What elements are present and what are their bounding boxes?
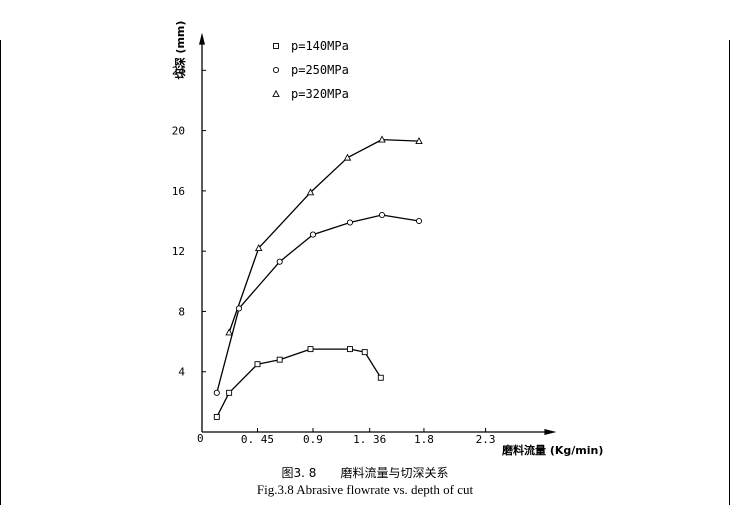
origin-label: 0 [197,432,204,445]
data-point-square [276,356,283,363]
ticks: 0. 45 0.9 1. 36 1.8 2.3 4 8 12 16 20 24 [172,64,496,446]
data-point-square [347,346,353,353]
data-point-circle [213,389,220,396]
caption-english: Fig.3.8 Abrasive flowrate vs. depth of c… [256,482,474,497]
series-line-square [216,348,382,418]
data-point-triangle [225,328,233,336]
y-tick-label: 20 [172,125,185,138]
data-point-circle [346,219,354,226]
data-point-square [254,361,261,368]
data-point-circle [309,231,317,238]
x-tick-label: 1.8 [414,433,434,446]
data-point-circle [378,211,386,219]
legend-marker-circle [272,66,280,74]
x-tick-label: 2.3 [476,433,496,446]
data-point-triangle [254,243,263,251]
data-point-square [213,413,220,420]
y-axis-arrow [199,32,205,45]
x-tick-label: 0.9 [303,433,323,446]
legend-marker-square [273,43,279,49]
data-point-square [361,349,368,356]
data-point-triangle [306,188,315,196]
axes [199,32,557,435]
x-tick-label: 1. 36 [353,433,386,446]
x-axis-arrow [544,429,557,435]
y-tick-label: 16 [172,185,185,198]
data-point-circle [415,217,423,225]
series-line-circle [216,214,420,393]
y-tick-label: 24 [172,64,186,77]
data-point-circle [235,305,243,312]
legend-marker-triangle [272,89,280,97]
data-point-triangle [415,136,423,144]
y-tick-label: 12 [172,245,185,258]
legend-label: p=320MPa [291,87,349,101]
x-tick-label: 0. 45 [241,433,274,446]
y-tick-label: 8 [178,305,185,318]
series-lines [216,138,420,418]
caption-chinese: 图3. 8 磨料流量与切深关系 [281,466,449,480]
y-axis-label: 切深 (mm) [173,21,187,80]
legend-label: p=140MPa [291,39,349,53]
series-line-triangle [228,138,420,333]
legend: p=140MPa p=250MPa p=320MPa [272,39,349,101]
x-axis-label: 磨料流量 (Kg/min) [501,443,603,457]
y-tick-label: 4 [178,366,185,379]
data-point-square [377,374,384,381]
data-point-square [226,389,233,396]
data-point-circle [276,258,283,265]
series-markers [213,135,423,420]
legend-label: p=250MPa [291,63,349,77]
data-point-square [307,346,314,353]
data-point-triangle [378,135,386,143]
data-point-triangle [343,153,352,161]
